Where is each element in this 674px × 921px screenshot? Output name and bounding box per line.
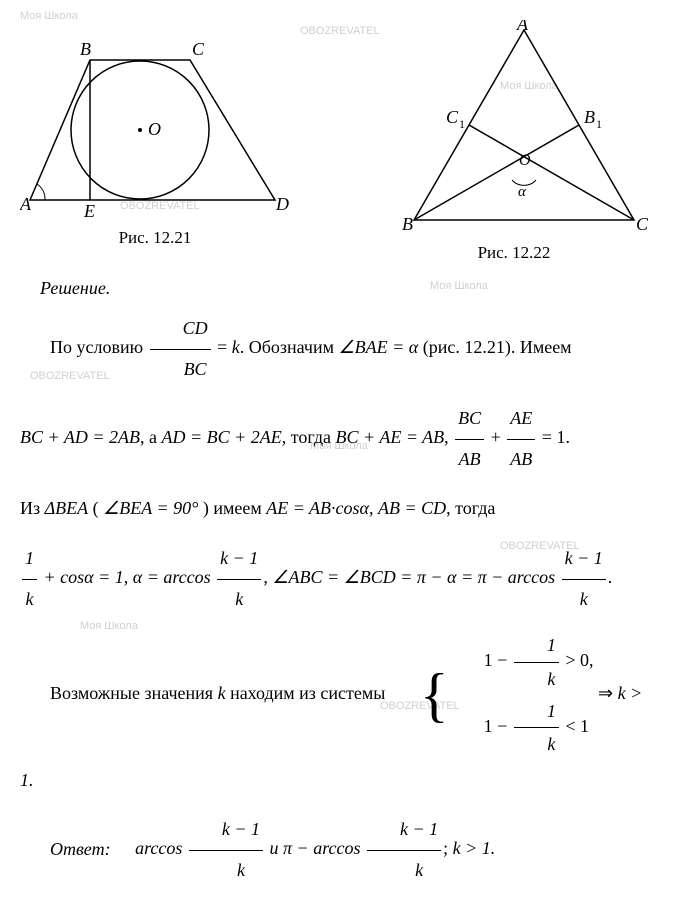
eq: + cosα = 1, (39, 567, 133, 587)
fraction-km1-k-b: k − 1 k (562, 539, 606, 619)
arrow: ⇒ (598, 683, 618, 703)
svg-text:A: A (20, 194, 32, 214)
triangle-BEA: ΔBEA (45, 498, 89, 518)
text: , тогда (446, 498, 495, 518)
var-k: k (232, 337, 240, 357)
svg-text:D: D (275, 194, 289, 214)
text: , (369, 498, 378, 518)
paragraph-2: BC + AD = 2AB, а AD = BC + 2AE, тогда BC… (20, 399, 654, 479)
svg-text:C: C (192, 39, 205, 59)
text: Из (20, 498, 45, 518)
eq: BC + AE = AB (336, 427, 445, 447)
text: , а (140, 427, 162, 447)
fraction-CD-BC: CD BC (150, 309, 211, 389)
fraction-AE-AB: AE AB (507, 399, 535, 479)
text: + (486, 427, 505, 447)
eq: α = arccos (133, 567, 215, 587)
svg-text:B: B (402, 214, 413, 234)
svg-text:A: A (516, 20, 529, 34)
text: , тогда (282, 427, 336, 447)
angle-BEA: ∠BEA = 90° (103, 498, 198, 518)
system-row-1: 1 − 1k > 0, (454, 629, 594, 695)
system-row-2: 1 − 1k < 1 (454, 695, 594, 761)
svg-text:α: α (518, 184, 527, 200)
eq: AB = CD (378, 498, 446, 518)
text: = (217, 337, 232, 357)
eq: arccos (135, 839, 187, 859)
figure-2: A B C C 1 B 1 O α Рис. 12.22 (374, 20, 654, 263)
text: . Обозначим (240, 337, 339, 357)
paragraph-3: Из ΔBEA ( ∠BEA = 90° ) имеем AE = AB·cos… (20, 489, 654, 529)
fraction-1-k: 1 k (22, 539, 37, 619)
angle-BAE: ∠BAE = α (338, 337, 418, 357)
eq: и π − arccos (270, 839, 365, 859)
var-k: k (218, 683, 226, 703)
solution-heading: Решение. (40, 278, 654, 299)
eq: AE = AB·cosα (266, 498, 369, 518)
fraction-ans-2: k − 1 k (367, 810, 441, 890)
fraction-km1-k-a: k − 1 k (217, 539, 261, 619)
svg-text:1: 1 (459, 117, 465, 131)
fraction-BC-AB: BC AB (455, 399, 484, 479)
text: По условию (50, 337, 148, 357)
text: ; (443, 839, 453, 859)
fraction-ans-1: k − 1 k (189, 810, 263, 890)
text: находим из системы (226, 683, 390, 703)
dot: . (608, 567, 613, 587)
left-brace-icon: { (390, 665, 449, 725)
eq: AD = BC + 2AE (161, 427, 281, 447)
text: ) имеем (198, 498, 266, 518)
text: (рис. 12.21). Имеем (418, 337, 571, 357)
figure-1-caption: Рис. 12.21 (20, 228, 290, 248)
svg-text:B: B (80, 39, 91, 59)
svg-text:E: E (83, 201, 95, 220)
text: Возможные значения (50, 683, 218, 703)
svg-text:O: O (519, 152, 531, 169)
answer-paragraph: Ответ: arccos k − 1 k и π − arccos k − 1… (20, 810, 654, 890)
svg-text:B: B (584, 107, 595, 127)
system-brace: { 1 − 1k > 0, 1 − 1k < 1 (390, 629, 594, 761)
text: , (263, 567, 272, 587)
figure-1: A B C D E O Рис. 12.21 (20, 20, 290, 263)
text: ( (88, 498, 103, 518)
triangle-diagram: A B C C 1 B 1 O α (374, 20, 654, 235)
paragraph-1: По условию CD BC = k. Обозначим ∠BAE = α… (20, 309, 654, 389)
eq: ∠ABC = ∠BCD = π − α = π − arccos (272, 567, 559, 587)
result-kgt1: k > 1. (453, 839, 496, 859)
text: = 1. (537, 427, 570, 447)
text: , (444, 427, 453, 447)
paragraph-5: Возможные значения k находим из системы … (20, 629, 654, 800)
trapezoid-diagram: A B C D E O (20, 20, 290, 220)
eq: BC + AD = 2AB (20, 427, 140, 447)
figure-2-caption: Рис. 12.22 (374, 243, 654, 263)
svg-text:C: C (636, 214, 649, 234)
svg-text:1: 1 (596, 117, 602, 131)
svg-text:O: O (148, 119, 161, 139)
answer-label: Ответ: (50, 839, 111, 859)
paragraph-4: 1 k + cosα = 1, α = arccos k − 1 k , ∠AB… (20, 539, 654, 619)
svg-text:C: C (446, 107, 459, 127)
